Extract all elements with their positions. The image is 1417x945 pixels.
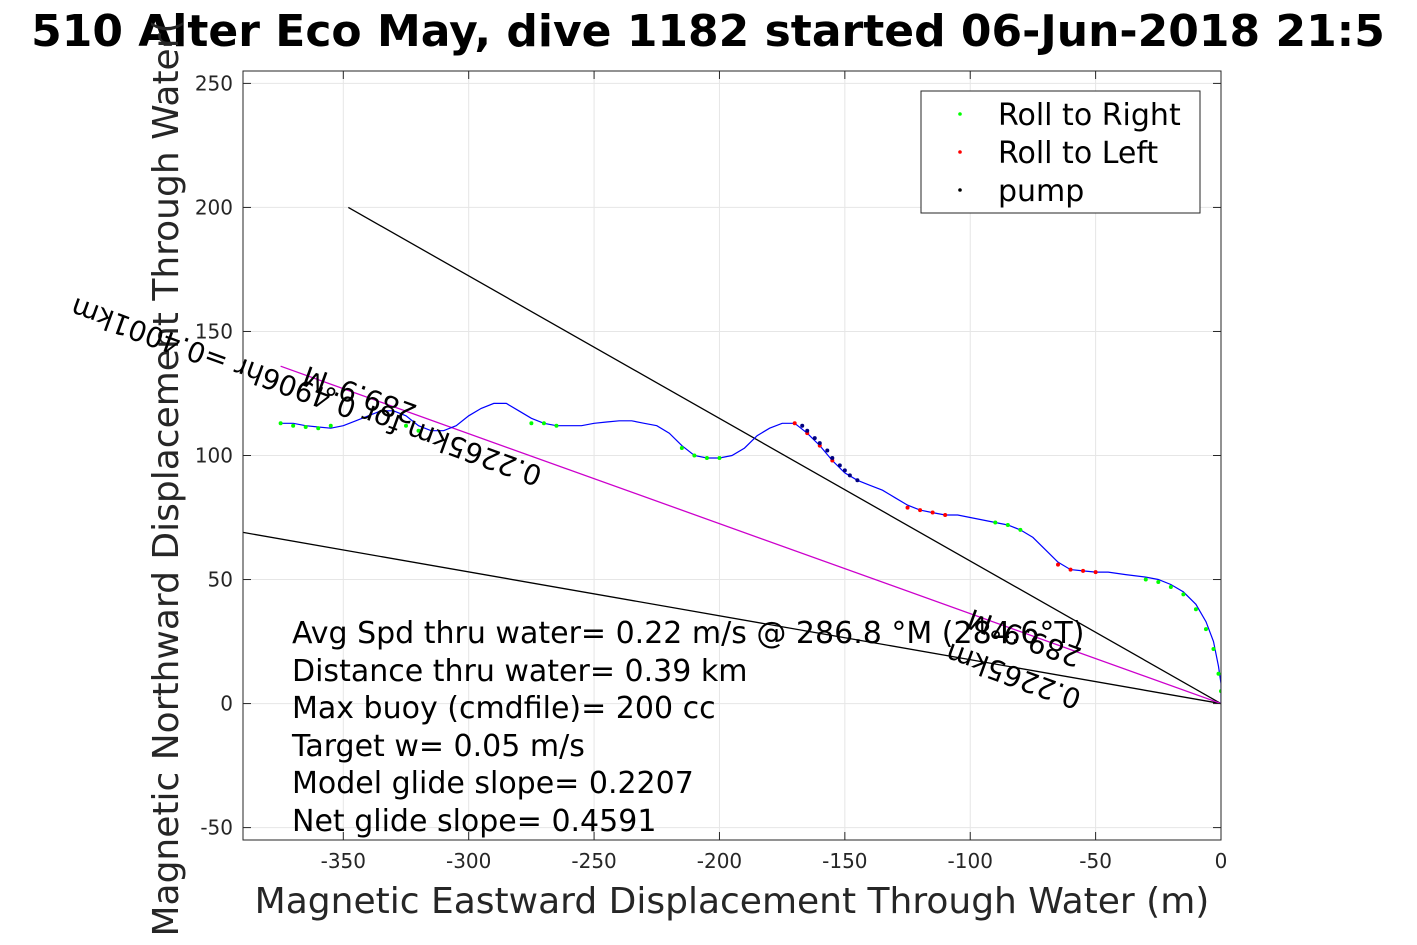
x-tick-label: -100	[948, 849, 993, 873]
pump-point	[847, 473, 852, 478]
legend-box	[920, 90, 1201, 214]
pump-point	[837, 463, 842, 468]
roll-left-point	[1081, 568, 1086, 573]
chart-title: 510 Alter Eco May, dive 1182 started 06-…	[31, 6, 1385, 57]
legend-label-roll-right: Roll to Right	[998, 98, 1181, 133]
line-magenta	[280, 365, 1221, 705]
y-tick-label: 0	[220, 692, 233, 716]
roll-right-point	[679, 446, 684, 451]
roll-left-point	[905, 505, 910, 510]
legend-marker-pump	[958, 188, 962, 192]
track-line	[280, 402, 1221, 704]
roll-right-point	[416, 428, 421, 433]
roll-right-point	[303, 424, 308, 429]
pump-point	[812, 436, 817, 441]
roll-right-point	[993, 520, 998, 525]
x-axis-label: Magnetic Eastward Displacement Through W…	[255, 881, 1210, 922]
annotation-avg-speed: Avg Spd thru water= 0.22 m/s @ 286.8 °M …	[292, 616, 1084, 651]
legend-label-roll-left: Roll to Left	[998, 136, 1158, 171]
y-tick-label: 200	[195, 195, 233, 219]
annotation-model-glide: Model glide slope= 0.2207	[292, 766, 694, 801]
y-tick-label: 100	[195, 444, 233, 468]
annotation-distance: Distance thru water= 0.39 km	[292, 654, 747, 689]
roll-right-point	[328, 423, 333, 428]
roll-right-point	[1143, 577, 1148, 582]
roll-right-point	[1203, 627, 1208, 632]
roll-left-point	[1056, 562, 1060, 567]
roll-left-point	[1068, 567, 1073, 572]
annotation-target-w: Target w= 0.05 m/s	[291, 729, 585, 764]
x-tick-label: 0	[1215, 849, 1228, 873]
x-tick-label: -200	[697, 849, 742, 873]
roll-right-point	[1181, 592, 1186, 597]
roll-left-point	[930, 510, 935, 515]
y-tick-label: 50	[208, 568, 233, 592]
roll-right-point	[278, 421, 283, 426]
line-black-upper	[348, 206, 1221, 705]
roll-right-point	[1168, 584, 1173, 589]
roll-right-point	[291, 423, 296, 428]
roll-right-point	[704, 455, 709, 460]
roll-right-point	[1216, 671, 1221, 676]
roll-right-point	[541, 421, 546, 426]
roll-left-point	[792, 421, 797, 426]
ticks: -350 -300 -250 -200 -150 -100 -50 0 -50 0 50 100 150…	[195, 71, 1228, 873]
x-tick-label: -50	[1079, 849, 1112, 873]
legend-label-pump: pump	[998, 174, 1084, 209]
annotation-net-glide: Net glide slope= 0.4591	[292, 804, 656, 839]
legend-marker-roll-right	[958, 112, 962, 116]
pump-point	[842, 468, 847, 473]
legend: Roll to Right Roll to Left pump	[920, 90, 1201, 214]
x-tick-label: -250	[571, 849, 616, 873]
roll-right-point	[404, 423, 408, 428]
roll-right-point	[1156, 580, 1161, 585]
roll-right-point	[529, 421, 534, 426]
roll-left-point	[918, 508, 923, 513]
pump-point	[830, 455, 835, 460]
x-tick-label: -150	[822, 849, 867, 873]
y-tick-label: -50	[200, 816, 233, 840]
roll-right-point	[1005, 522, 1010, 527]
pump-point	[855, 478, 860, 483]
roll-right-point	[717, 455, 722, 460]
pump-point	[800, 423, 805, 428]
roll-right-point	[1193, 607, 1198, 612]
annotations: Avg Spd thru water= 0.22 m/s @ 286.8 °M …	[291, 616, 1084, 839]
pump-point	[817, 441, 822, 446]
x-tick-label: -300	[446, 849, 491, 873]
roll-right-point	[1018, 527, 1023, 532]
roll-right-point	[316, 426, 321, 431]
y-tick-label: 250	[195, 71, 233, 95]
line-black-lower	[243, 531, 1221, 705]
x-tick-label: -350	[321, 849, 366, 873]
roll-right-point	[554, 423, 559, 428]
roll-left-point	[943, 513, 948, 518]
pump-point	[805, 428, 810, 433]
roll-left-point	[1093, 570, 1098, 575]
legend-marker-roll-left	[958, 150, 962, 154]
annotation-max-buoy: Max buoy (cmdfile)= 200 cc	[292, 691, 716, 726]
y-tick-label: 150	[195, 319, 233, 343]
roll-right-point	[1211, 646, 1216, 651]
pump-point	[825, 448, 830, 453]
roll-right-point	[692, 453, 697, 458]
y-axis-label: Magnetic Northward Displacement Through …	[146, 19, 187, 936]
